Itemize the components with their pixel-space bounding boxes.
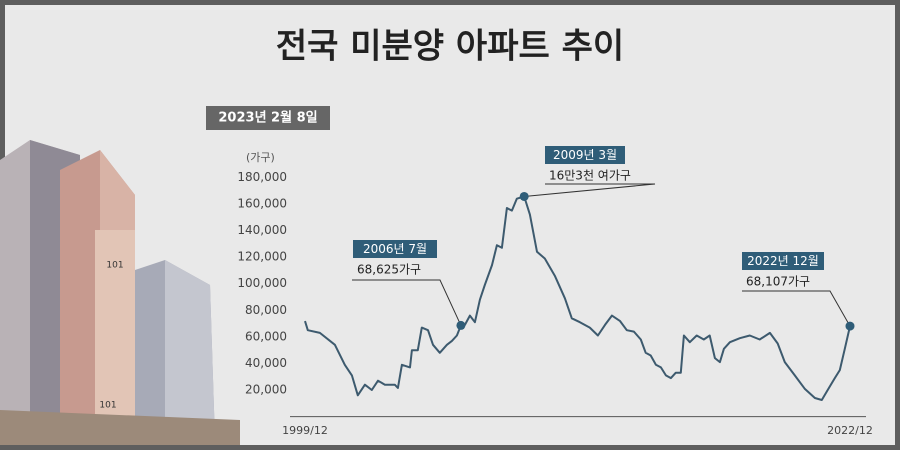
annotation-leader	[352, 279, 462, 326]
annotation-leader	[524, 183, 656, 197]
annotation-label: 68,107가구	[746, 275, 810, 289]
y-tick-label: 80,000	[245, 303, 287, 317]
chart-title: 전국 미분양 아파트 추이	[276, 27, 624, 67]
y-tick-label: 60,000	[245, 329, 287, 343]
y-tick-label: 40,000	[245, 356, 287, 370]
x-tick-label: 1999/12	[282, 424, 328, 437]
date-badge-box	[206, 106, 330, 130]
data-line	[304, 195, 851, 401]
y-tick-label: 140,000	[237, 223, 287, 237]
annotation-box	[742, 252, 824, 270]
building-illustration: 101 101	[0, 140, 240, 445]
annotation-title: 2006년 7월	[363, 242, 427, 256]
y-tick-label: 100,000	[237, 276, 287, 290]
y-tick-label: 160,000	[237, 196, 287, 210]
annotation-box	[545, 146, 625, 164]
y-tick-label: 20,000	[245, 383, 287, 397]
date-badge: 2023년 2월 8일	[218, 110, 317, 126]
annotation-label: 16만3천 여가구	[549, 168, 631, 183]
y-unit: (가구)	[246, 151, 275, 164]
annotation-title: 2009년 3월	[553, 148, 617, 162]
y-tick-label: 180,000	[237, 170, 287, 184]
annotation-box	[353, 240, 437, 258]
svg-text:101: 101	[106, 261, 123, 271]
annotation-point	[456, 320, 466, 330]
y-tick-label: 120,000	[237, 250, 287, 264]
annotation-point	[845, 321, 855, 331]
annotation-title: 2022년 12월	[747, 254, 819, 268]
x-tick-label: 2022/12	[827, 424, 873, 437]
annotation-leader	[742, 290, 851, 327]
svg-text:101: 101	[99, 401, 116, 411]
annotation-point	[519, 191, 529, 201]
annotation-label: 68,625가구	[357, 263, 421, 277]
